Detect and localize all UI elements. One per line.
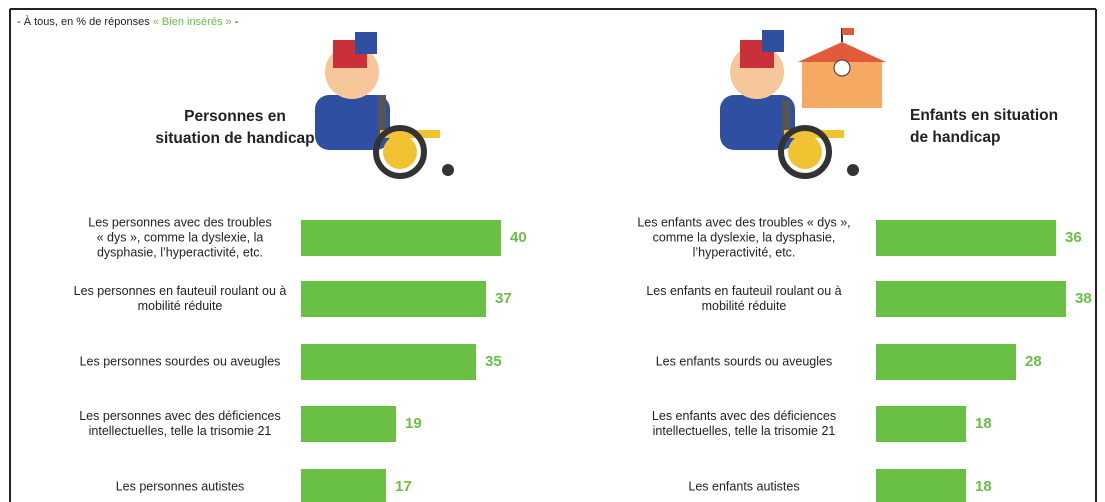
value-label: 18 bbox=[975, 478, 992, 495]
bar bbox=[876, 220, 1056, 256]
value-label: 40 bbox=[510, 229, 527, 246]
category-label: l’hyperactivité, etc. bbox=[693, 245, 796, 259]
category-label: Les personnes en fauteuil roulant ou à bbox=[74, 284, 287, 298]
bar bbox=[876, 406, 966, 442]
category-label: comme la dyslexie, la dysphasie, bbox=[653, 230, 836, 244]
category-label: Les personnes avec des déficiences bbox=[79, 409, 281, 423]
bar bbox=[301, 344, 476, 380]
icon-child-school bbox=[720, 28, 886, 179]
category-label: mobilité réduite bbox=[138, 299, 223, 313]
value-label: 18 bbox=[975, 415, 992, 432]
value-label: 36 bbox=[1065, 229, 1082, 246]
chart-title: Enfants en situation bbox=[910, 107, 1058, 124]
chart-title: situation de handicap bbox=[155, 130, 314, 147]
category-label: Les enfants en fauteuil roulant ou à bbox=[646, 284, 841, 298]
note-prefix: - À tous, en % de réponses bbox=[17, 15, 153, 28]
category-label: intellectuelles, telle la trisomie 21 bbox=[89, 424, 272, 438]
category-label: intellectuelles, telle la trisomie 21 bbox=[653, 424, 836, 438]
bar bbox=[876, 344, 1016, 380]
bar bbox=[876, 281, 1066, 317]
bar bbox=[301, 406, 396, 442]
value-label: 37 bbox=[495, 290, 512, 307]
note-suffix: - bbox=[232, 16, 239, 28]
category-label: Les enfants autistes bbox=[688, 479, 799, 493]
chart-title: de handicap bbox=[910, 129, 1000, 146]
icon-person-wheelchair bbox=[315, 32, 454, 179]
bar bbox=[301, 281, 486, 317]
category-label: Les enfants avec des troubles « dys », bbox=[637, 215, 850, 229]
category-label: Les enfants sourds ou aveugles bbox=[656, 354, 833, 368]
bar bbox=[876, 469, 966, 502]
note: - À tous, en % de réponses « Bien inséré… bbox=[17, 15, 239, 28]
note-highlight: « Bien insérés » bbox=[153, 16, 232, 28]
category-label: Les personnes avec des troubles bbox=[88, 215, 271, 229]
bar bbox=[301, 469, 386, 502]
category-label: Les personnes autistes bbox=[116, 479, 245, 493]
category-label: Les enfants avec des déficiences bbox=[652, 409, 836, 423]
category-label: dysphasie, l’hyperactivité, etc. bbox=[97, 245, 263, 259]
chart-title: Personnes en bbox=[184, 108, 286, 125]
category-label: Les personnes sourdes ou aveugles bbox=[80, 354, 281, 368]
value-label: 35 bbox=[485, 353, 502, 370]
value-label: 19 bbox=[405, 415, 422, 432]
value-label: 38 bbox=[1075, 290, 1092, 307]
bar bbox=[301, 220, 501, 256]
category-label: mobilité réduite bbox=[702, 299, 787, 313]
value-label: 17 bbox=[395, 478, 412, 495]
value-label: 28 bbox=[1025, 353, 1042, 370]
category-label: « dys », comme la dyslexie, la bbox=[97, 230, 264, 244]
